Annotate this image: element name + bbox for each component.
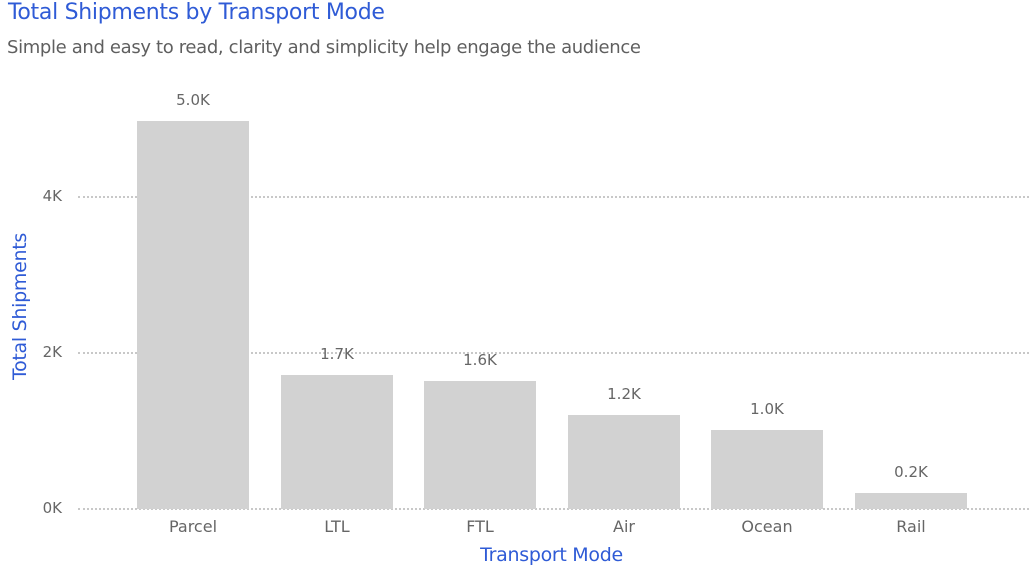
bar-ltl[interactable] xyxy=(281,375,393,509)
bar-ocean[interactable] xyxy=(711,430,823,509)
data-label-rail: 0.2K xyxy=(894,463,928,481)
gridline-2k xyxy=(78,352,1029,354)
chart-title: Total Shipments by Transport Mode xyxy=(8,0,385,25)
x-tick-ocean: Ocean xyxy=(741,517,793,536)
y-tick-4k: 4K xyxy=(42,187,62,205)
data-label-air: 1.2K xyxy=(607,385,641,403)
gridline-0k xyxy=(78,508,1029,510)
bar-air[interactable] xyxy=(568,415,680,509)
x-axis-title: Transport Mode xyxy=(480,544,623,566)
data-label-ocean: 1.0K xyxy=(750,400,784,418)
x-tick-ltl: LTL xyxy=(324,517,350,536)
data-label-parcel: 5.0K xyxy=(176,91,210,109)
bar-rail[interactable] xyxy=(855,493,967,509)
x-tick-rail: Rail xyxy=(896,517,926,536)
bar-parcel[interactable] xyxy=(137,121,249,509)
data-label-ltl: 1.7K xyxy=(320,345,354,363)
y-tick-0k: 0K xyxy=(42,499,62,517)
x-tick-air: Air xyxy=(613,517,635,536)
y-tick-2k: 2K xyxy=(42,343,62,361)
data-label-ftl: 1.6K xyxy=(463,351,497,369)
x-tick-parcel: Parcel xyxy=(168,517,218,536)
chart-subtitle: Simple and easy to read, clarity and sim… xyxy=(7,37,641,58)
gridline-4k xyxy=(78,196,1029,198)
bar-ftl[interactable] xyxy=(424,381,536,509)
x-tick-ftl: FTL xyxy=(466,517,494,536)
